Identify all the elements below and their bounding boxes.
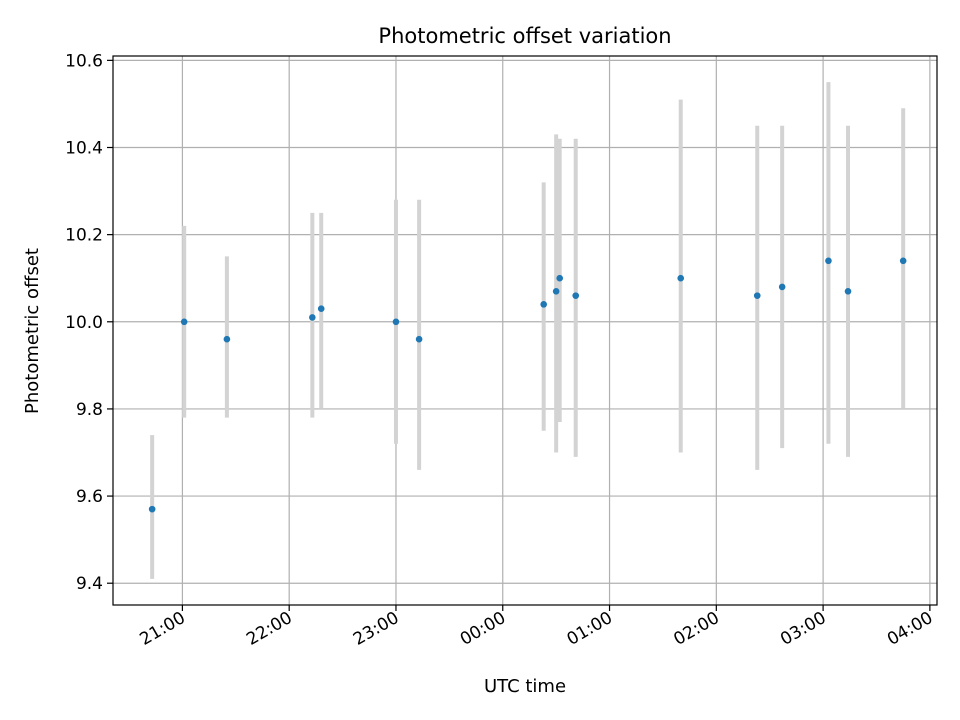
y-tick-label: 10.0: [65, 313, 103, 333]
x-axis-title: UTC time: [484, 676, 566, 697]
data-point: [899, 257, 907, 265]
data-point: [392, 318, 400, 326]
y-tick-label: 9.8: [76, 400, 103, 420]
y-tick-label: 10.2: [65, 226, 103, 246]
data-point: [148, 505, 156, 513]
data-point: [677, 274, 685, 282]
y-tick-label: 10.6: [65, 51, 103, 71]
data-point: [540, 301, 547, 308]
y-axis-title: Photometric offset: [22, 248, 43, 414]
data-point: [309, 314, 316, 321]
grid-layer: [113, 56, 937, 605]
y-tick-label: 9.6: [76, 487, 103, 507]
data-point: [552, 287, 560, 295]
plot-frame: [112, 55, 938, 606]
y-tick-label: 10.4: [65, 139, 103, 159]
data-point: [753, 292, 761, 299]
data-point: [572, 292, 580, 299]
point-layer: [148, 257, 907, 513]
chart-title: Photometric offset variation: [378, 24, 671, 48]
y-tick-label: 9.4: [76, 574, 103, 594]
y-tick-layer: 9.4 9.6 9.8 10.0 10.2 10.4 10.6: [65, 51, 113, 594]
data-point: [317, 305, 325, 313]
data-point: [180, 318, 188, 326]
data-point: [844, 287, 852, 295]
data-point: [223, 335, 231, 343]
data-point: [825, 257, 832, 265]
data-point: [778, 283, 786, 291]
data-point: [556, 274, 564, 282]
data-point: [415, 335, 423, 343]
